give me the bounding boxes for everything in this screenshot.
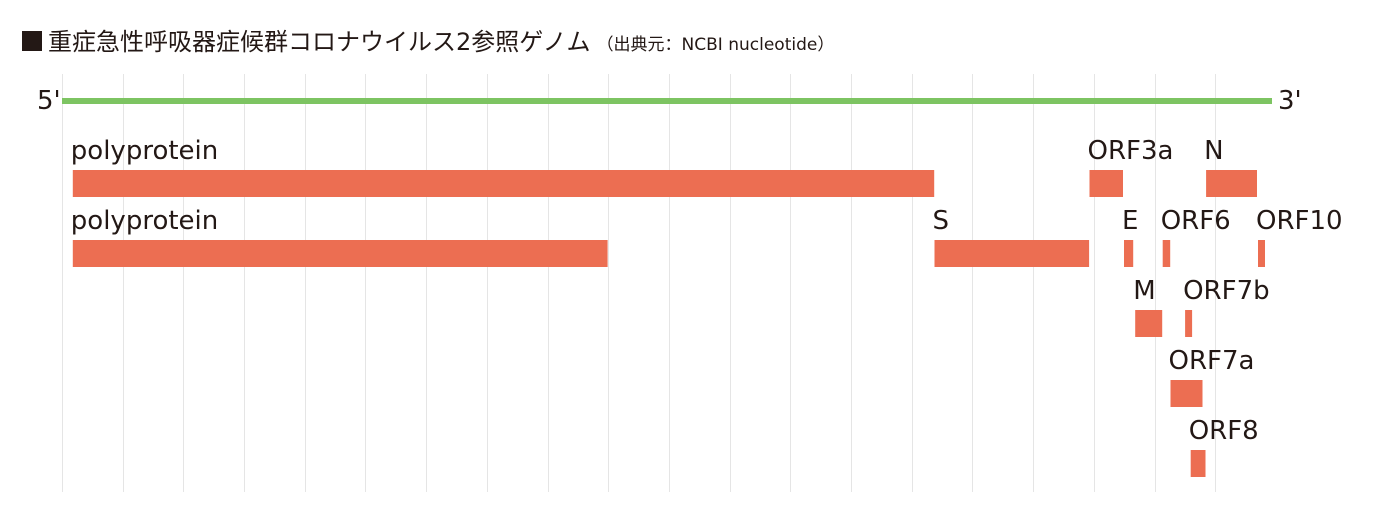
gene-bar-orf3a <box>1089 170 1123 197</box>
gene-label-s: S <box>932 206 950 236</box>
gene-label-orf3a: ORF3a <box>1087 136 1174 166</box>
gene-bar-n <box>1206 170 1257 197</box>
chart-title: 重症急性呼吸器症候群コロナウイルス2参照ゲノム （出典元：NCBI nucleot… <box>22 22 834 56</box>
title-main: 重症急性呼吸器症候群コロナウイルス2参照ゲノム <box>48 28 591 56</box>
title-source: （出典元：NCBI nucleotide） <box>596 35 835 55</box>
three-prime-label: 3' <box>1278 86 1302 116</box>
gene-label-polyprotein: polyprotein <box>70 206 219 236</box>
gene-bar-orf10 <box>1258 240 1265 267</box>
gene-bar-polyprotein <box>72 170 935 197</box>
gene-label-e: E <box>1122 206 1139 236</box>
gene-bar-s <box>934 240 1090 267</box>
five-prime-label: 5' <box>37 86 61 116</box>
gene-bars <box>72 170 1265 477</box>
gene-label-orf7a: ORF7a <box>1168 346 1255 376</box>
gene-label-polyprotein: polyprotein <box>70 136 219 166</box>
gene-bar-m <box>1135 310 1163 337</box>
grid-lines <box>62 74 1216 492</box>
gene-label-orf6: ORF6 <box>1160 206 1231 236</box>
gene-label-orf7b: ORF7b <box>1183 276 1270 306</box>
gene-label-n: N <box>1204 136 1224 166</box>
gene-bar-polyprotein <box>72 240 608 267</box>
gene-bar-orf8 <box>1190 450 1206 477</box>
gene-bar-orf7a <box>1170 380 1203 407</box>
gene-bar-e <box>1124 240 1134 267</box>
gene-bar-orf7b <box>1185 310 1193 337</box>
title-square-icon <box>22 31 42 51</box>
gene-label-orf8: ORF8 <box>1188 416 1259 446</box>
gene-label-orf10: ORF10 <box>1256 206 1343 236</box>
gene-label-m: M <box>1133 276 1156 306</box>
gene-bar-orf6 <box>1162 240 1171 267</box>
